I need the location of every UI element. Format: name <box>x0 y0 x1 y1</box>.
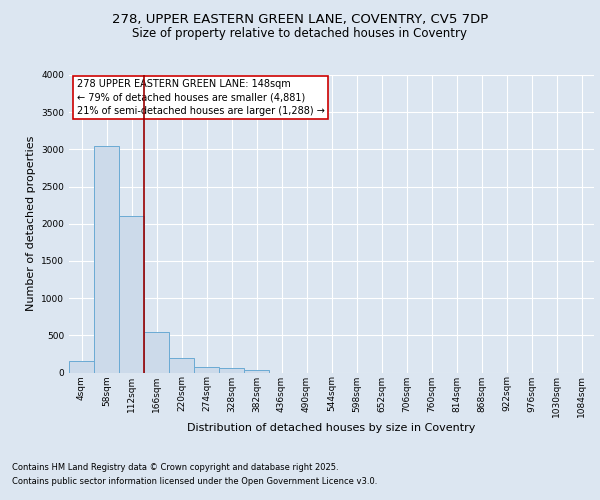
Y-axis label: Number of detached properties: Number of detached properties <box>26 136 35 312</box>
Text: Size of property relative to detached houses in Coventry: Size of property relative to detached ho… <box>133 28 467 40</box>
Text: Contains public sector information licensed under the Open Government Licence v3: Contains public sector information licen… <box>12 477 377 486</box>
Bar <box>119 216 144 372</box>
Text: 278 UPPER EASTERN GREEN LANE: 148sqm
← 79% of detached houses are smaller (4,881: 278 UPPER EASTERN GREEN LANE: 148sqm ← 7… <box>77 80 325 116</box>
Bar <box>219 368 244 372</box>
Text: Contains HM Land Registry data © Crown copyright and database right 2025.: Contains HM Land Registry data © Crown c… <box>12 464 338 472</box>
Text: 278, UPPER EASTERN GREEN LANE, COVENTRY, CV5 7DP: 278, UPPER EASTERN GREEN LANE, COVENTRY,… <box>112 12 488 26</box>
Bar <box>194 367 219 372</box>
Bar <box>244 370 269 372</box>
Bar <box>169 358 194 372</box>
Bar <box>144 332 169 372</box>
Bar <box>69 362 94 372</box>
Bar <box>94 146 119 372</box>
X-axis label: Distribution of detached houses by size in Coventry: Distribution of detached houses by size … <box>187 423 476 433</box>
